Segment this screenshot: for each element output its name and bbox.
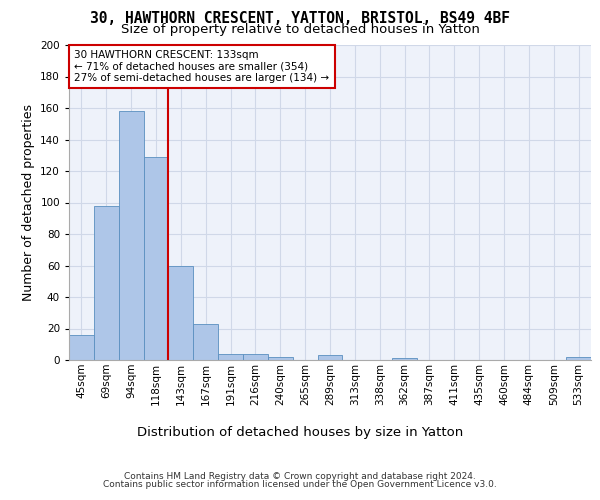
Bar: [243, 354, 268, 360]
Y-axis label: Number of detached properties: Number of detached properties: [22, 104, 35, 301]
Bar: [392, 358, 417, 360]
Text: Contains HM Land Registry data © Crown copyright and database right 2024.: Contains HM Land Registry data © Crown c…: [124, 472, 476, 481]
Text: Contains public sector information licensed under the Open Government Licence v3: Contains public sector information licen…: [103, 480, 497, 489]
Bar: [69, 335, 94, 360]
Bar: [119, 111, 143, 360]
Text: 30, HAWTHORN CRESCENT, YATTON, BRISTOL, BS49 4BF: 30, HAWTHORN CRESCENT, YATTON, BRISTOL, …: [90, 11, 510, 26]
Bar: [143, 157, 169, 360]
Text: Distribution of detached houses by size in Yatton: Distribution of detached houses by size …: [137, 426, 463, 439]
Bar: [169, 266, 193, 360]
Bar: [566, 357, 591, 360]
Bar: [317, 356, 343, 360]
Bar: [218, 354, 243, 360]
Bar: [94, 206, 119, 360]
Text: Size of property relative to detached houses in Yatton: Size of property relative to detached ho…: [121, 22, 479, 36]
Bar: [193, 324, 218, 360]
Bar: [268, 357, 293, 360]
Text: 30 HAWTHORN CRESCENT: 133sqm
← 71% of detached houses are smaller (354)
27% of s: 30 HAWTHORN CRESCENT: 133sqm ← 71% of de…: [74, 50, 329, 83]
